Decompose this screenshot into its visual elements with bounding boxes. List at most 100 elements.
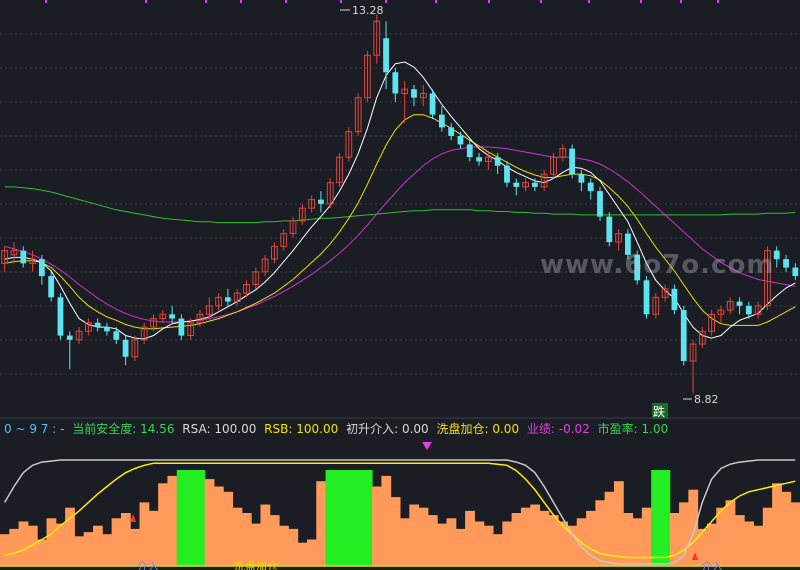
volume-bar <box>762 507 773 566</box>
top-markers <box>45 0 719 3</box>
volume-bar <box>772 483 782 566</box>
candle-down <box>597 191 603 217</box>
volume-bar <box>483 525 494 566</box>
candle-up <box>261 258 269 273</box>
candle-down <box>383 38 389 73</box>
top-marker <box>340 0 342 3</box>
volume-bar <box>734 515 745 566</box>
candle-down <box>736 301 743 306</box>
top-marker <box>145 0 147 3</box>
candle-up <box>75 330 83 341</box>
top-marker <box>680 0 682 3</box>
volume-bar <box>660 470 671 566</box>
safety-path <box>4 462 796 559</box>
candle-up <box>233 292 241 303</box>
volume-bar <box>548 515 559 566</box>
candle-down <box>113 331 120 340</box>
volume-bar <box>539 510 550 566</box>
candle-up <box>522 182 529 188</box>
candle-down <box>429 93 436 115</box>
candle-down <box>57 297 64 336</box>
candle-down <box>504 165 510 183</box>
candle-up <box>484 156 492 162</box>
volume-bar <box>511 513 522 566</box>
candle-down <box>569 148 575 175</box>
magenta-triangle-marker <box>422 442 432 450</box>
candle-up <box>652 296 660 315</box>
volume-bar <box>334 470 345 566</box>
candle-down <box>792 267 799 277</box>
candle-down <box>578 174 585 183</box>
join-label: 介入 <box>137 560 159 570</box>
candle-up <box>205 305 213 315</box>
indicator-bar: 0 ~ 9 7 : - 当前安全度: 14.56 RSA: 100.00 RSB… <box>0 418 800 440</box>
candle-down <box>411 89 417 98</box>
volume-bar <box>409 504 420 566</box>
rsa-line <box>4 459 796 565</box>
volume-bar <box>232 507 243 566</box>
ma-long-path <box>4 146 796 323</box>
candle-down <box>94 322 101 328</box>
top-marker <box>45 0 47 3</box>
volume-bar <box>279 525 289 566</box>
candle-down <box>438 114 445 128</box>
volume-bar <box>669 513 680 566</box>
rsa-value: 100.00 <box>214 422 257 436</box>
volume-bar <box>502 521 513 566</box>
candle-up <box>698 330 706 345</box>
volume-bar <box>697 528 708 566</box>
volume-bar <box>781 491 792 566</box>
volume-bar <box>213 486 224 566</box>
volume-bar <box>158 483 168 566</box>
candle-up <box>373 20 381 56</box>
volume-bar <box>102 534 113 566</box>
rsb-label: RSB: <box>264 422 293 436</box>
volume-bar <box>37 539 48 566</box>
volume-bar <box>455 528 466 566</box>
candle-up <box>271 245 278 260</box>
volume-bar <box>372 486 382 566</box>
volume-bar <box>316 481 327 566</box>
candle-up <box>84 322 92 332</box>
join-label-right: 介入 <box>701 560 723 570</box>
rsa-path <box>4 459 796 565</box>
volume-bar <box>418 507 429 566</box>
candle-up <box>243 284 250 294</box>
ma-mid-line <box>4 114 796 330</box>
wash-value: 0.00 <box>492 422 520 436</box>
candle-down <box>66 335 73 340</box>
top-marker <box>435 0 437 3</box>
volume-bar <box>27 525 38 566</box>
candle-down <box>20 250 27 264</box>
volume-bar <box>9 528 20 566</box>
candle-up <box>717 309 725 315</box>
candle-down <box>448 127 455 136</box>
candle-up <box>661 288 669 298</box>
volume-bar <box>595 500 606 566</box>
volume-bar <box>251 523 261 566</box>
ma-year-line <box>4 186 796 224</box>
volume-bar <box>753 525 764 566</box>
candle-down <box>178 318 185 336</box>
volume-bar <box>400 518 410 566</box>
top-marker <box>488 0 490 3</box>
candle-down <box>680 310 687 362</box>
top-marker <box>540 0 542 3</box>
volume-bar <box>260 504 271 566</box>
initial-label: 初升介入: <box>346 422 399 436</box>
rsb-value: 100.00 <box>296 422 339 436</box>
pe-label: 市盈率: <box>597 422 638 436</box>
top-marker <box>285 0 287 3</box>
candle-down <box>104 327 110 332</box>
volume-bar <box>586 510 596 566</box>
range-label: 0 ~ 9 7 : - <box>4 422 65 436</box>
volume-bar <box>55 523 66 566</box>
candle-up <box>280 233 288 247</box>
candle-down <box>476 157 482 162</box>
red-up-arrow-right <box>692 552 698 560</box>
volume-bar <box>725 500 736 566</box>
candles[interactable] <box>1 14 799 394</box>
volume-bar <box>706 523 717 566</box>
perf-value: -0.02 <box>558 422 590 436</box>
